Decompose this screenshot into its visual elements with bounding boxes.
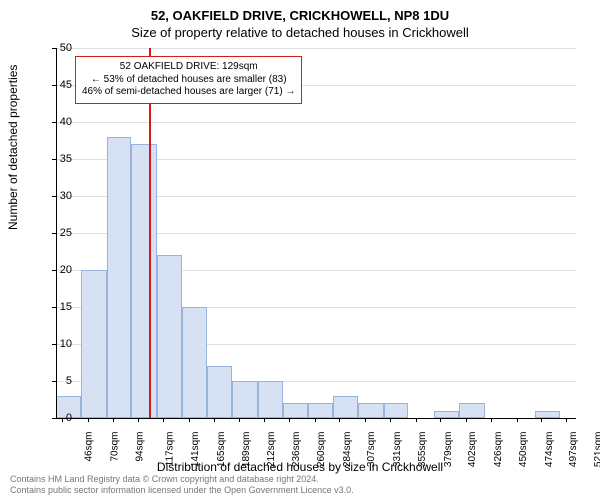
histogram-bar bbox=[157, 255, 182, 418]
y-axis-label: Number of detached properties bbox=[6, 65, 20, 230]
y-tick-label: 30 bbox=[60, 190, 72, 202]
x-axis-line bbox=[56, 418, 576, 419]
gridline bbox=[56, 122, 576, 123]
histogram-bar bbox=[283, 403, 307, 418]
histogram-bar bbox=[384, 403, 408, 418]
x-tick-label: 94sqm bbox=[135, 432, 146, 462]
y-tick-label: 50 bbox=[60, 42, 72, 54]
y-tick-label: 15 bbox=[60, 301, 72, 313]
x-axis-label: Distribution of detached houses by size … bbox=[0, 460, 600, 474]
property-marker-line bbox=[149, 48, 151, 418]
annotation-line2: ← 53% of detached houses are smaller (83… bbox=[82, 74, 295, 87]
x-tick-label: 46sqm bbox=[84, 432, 95, 462]
y-tick-label: 20 bbox=[60, 264, 72, 276]
annotation-line1: 52 OAKFIELD DRIVE: 129sqm bbox=[82, 61, 295, 74]
y-tick-label: 35 bbox=[60, 153, 72, 165]
histogram-bar bbox=[81, 270, 106, 418]
annotation-box: 52 OAKFIELD DRIVE: 129sqm ← 53% of detac… bbox=[75, 56, 302, 104]
y-tick-label: 10 bbox=[60, 338, 72, 350]
annotation-line3: 46% of semi-detached houses are larger (… bbox=[82, 86, 295, 99]
gridline bbox=[56, 48, 576, 49]
chart-title-address: 52, OAKFIELD DRIVE, CRICKHOWELL, NP8 1DU bbox=[0, 0, 600, 23]
histogram-bar bbox=[182, 307, 206, 418]
histogram-bar bbox=[459, 403, 484, 418]
chart-subtitle: Size of property relative to detached ho… bbox=[0, 25, 600, 40]
footer-line2: Contains public sector information licen… bbox=[10, 485, 354, 496]
histogram-bar bbox=[434, 411, 459, 418]
footer-attribution: Contains HM Land Registry data © Crown c… bbox=[10, 474, 354, 496]
histogram-bar bbox=[258, 381, 283, 418]
histogram-bar bbox=[207, 366, 232, 418]
y-axis-line bbox=[56, 48, 57, 418]
y-tick-label: 25 bbox=[60, 227, 72, 239]
histogram-bar bbox=[107, 137, 131, 418]
histogram-bar bbox=[308, 403, 333, 418]
y-tick-label: 40 bbox=[60, 116, 72, 128]
histogram-bar bbox=[131, 144, 156, 418]
y-tick-label: 5 bbox=[66, 375, 72, 387]
x-tick-label: 70sqm bbox=[109, 432, 120, 462]
histogram-bar bbox=[358, 403, 383, 418]
histogram-bar bbox=[333, 396, 358, 418]
y-tick-label: 45 bbox=[60, 79, 72, 91]
histogram-bar bbox=[232, 381, 257, 418]
histogram-bar bbox=[535, 411, 560, 418]
footer-line1: Contains HM Land Registry data © Crown c… bbox=[10, 474, 354, 485]
chart-container: { "title_line1": "52, OAKFIELD DRIVE, CR… bbox=[0, 0, 600, 500]
